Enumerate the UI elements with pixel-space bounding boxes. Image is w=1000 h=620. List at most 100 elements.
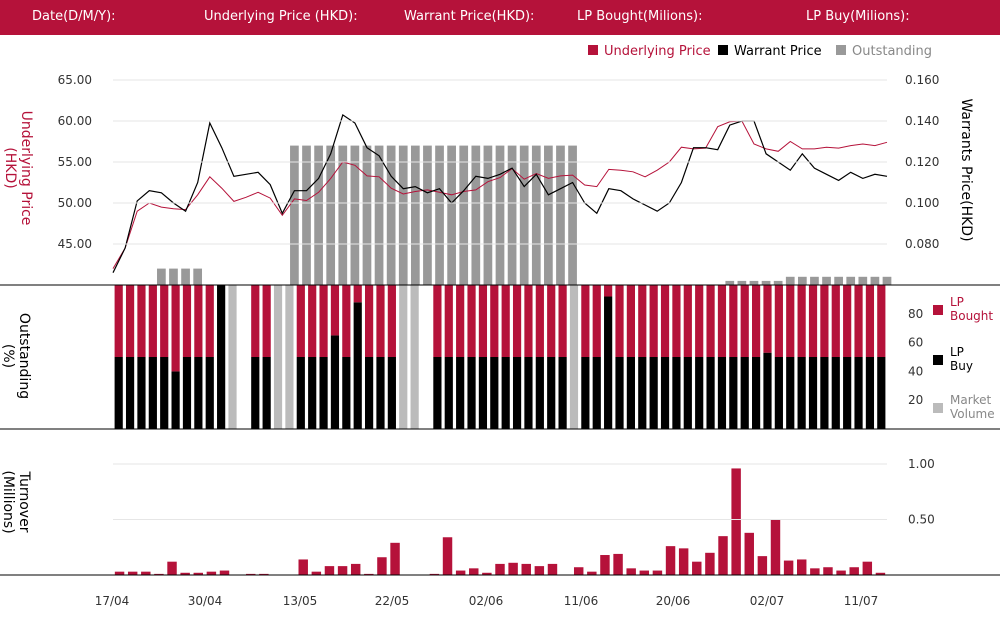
price-panel	[112, 113, 892, 285]
lp-bought-bar	[752, 285, 761, 357]
turnover-bar	[626, 568, 636, 575]
lp-bought-bar	[615, 285, 624, 357]
lp-bought-bar	[820, 285, 829, 357]
outstanding-axis-title: Outstanding(%)	[0, 313, 32, 399]
turnover-bar	[731, 468, 741, 575]
lp-buy-bar	[501, 357, 510, 429]
lp-bought-bar	[365, 285, 374, 357]
turnover-bar	[810, 568, 820, 575]
x-tick-label: 11/07	[844, 594, 879, 608]
underlying-price-field: Underlying Price (HKD):	[204, 9, 358, 24]
turnover-bar	[665, 546, 676, 575]
lp-buy-bar	[717, 357, 727, 429]
lp-bought-bar	[148, 285, 157, 357]
turnover-bar	[482, 572, 492, 575]
turnover-bar	[114, 571, 125, 575]
lp-bought-bar	[262, 285, 271, 357]
lp-bought-bar	[319, 285, 328, 357]
lp-bought-bar	[786, 285, 795, 357]
outstanding-bar	[870, 276, 880, 285]
lp-buy-bar	[558, 357, 567, 429]
lp-bought-bar	[740, 285, 749, 357]
turnover-bar	[639, 570, 650, 575]
legend-swatch	[933, 305, 943, 315]
right-tick-label: 0.120	[905, 155, 939, 169]
lp-buy-bar	[342, 357, 351, 429]
underlying-price-line	[112, 120, 888, 269]
turnover-bar	[744, 532, 754, 575]
legend-swatch	[588, 45, 598, 55]
turnover-bar	[193, 572, 203, 575]
outstanding-bar	[410, 145, 420, 285]
turnover-bar	[350, 563, 361, 575]
lp-bought-bar	[353, 285, 362, 303]
lp-bought-bar	[478, 285, 488, 357]
turnover-bar	[154, 573, 164, 575]
outstanding-bar	[157, 268, 166, 285]
outstanding-bar	[544, 145, 553, 285]
lp-bought-bar	[467, 285, 476, 357]
market-volume-bar	[228, 285, 237, 429]
warrant-price-line	[112, 113, 888, 273]
lp-bought-bar	[296, 285, 305, 357]
turnover-bar	[364, 573, 374, 575]
lp-bought-bar	[114, 285, 123, 357]
outstanding-bar	[447, 145, 456, 285]
lp-buy-bar	[376, 357, 385, 429]
outstanding-bar	[568, 145, 577, 285]
lp-bought-bar	[604, 285, 613, 297]
lp-bought-bar	[512, 285, 522, 357]
turnover-bar	[495, 563, 505, 575]
legend-label: Market Volume	[950, 393, 995, 421]
turnover-bar	[508, 562, 518, 575]
lp-bought-bar	[456, 285, 465, 357]
lp-bought-bar	[535, 285, 544, 357]
lp-buy-bar	[615, 357, 624, 429]
lp-buy-bar	[444, 357, 453, 429]
outstanding-bar	[810, 276, 819, 285]
lp-buy-bar	[308, 357, 317, 429]
lp-bought-bar	[592, 285, 601, 357]
x-tick-label: 30/04	[188, 594, 223, 608]
x-tick-label: 17/04	[95, 594, 130, 608]
lp-buy-bar	[535, 357, 544, 429]
outstanding-bar	[181, 268, 190, 285]
x-tick-label: 02/06	[469, 594, 504, 608]
outstanding-bar	[423, 145, 432, 285]
lp-bought-bar	[330, 285, 340, 336]
lp-bought-bar	[865, 285, 875, 357]
right-tick-label: 0.140	[905, 114, 939, 128]
lp-bought-bar	[205, 285, 214, 357]
legend-label: Underlying Price	[604, 44, 711, 59]
right-tick-label: 0.080	[905, 237, 939, 251]
outstanding-bar	[822, 276, 831, 285]
lp-bought-bar	[683, 285, 692, 357]
lp-buy-bar	[752, 357, 761, 429]
lp-buy-bar	[467, 357, 476, 429]
legend-label: Outstanding	[852, 44, 932, 59]
lp-bought-bar	[558, 285, 567, 357]
left-tick-label: 50.00	[58, 196, 92, 210]
turnover-bar	[246, 573, 256, 575]
lp-bought-bar	[342, 285, 351, 357]
turnover-bar	[849, 567, 859, 575]
warrant-price-field: Warrant Price(HKD):	[404, 9, 535, 24]
outstanding-bar	[531, 145, 541, 285]
percent-tick-label: 80	[908, 307, 923, 321]
lp-buy-bar	[217, 285, 226, 429]
lp-buy-bar	[638, 357, 647, 429]
lp-buy-bar	[626, 357, 635, 429]
lp-bought-bar	[706, 285, 715, 357]
lp-buy-bar	[182, 357, 192, 429]
lp-buy-bar	[865, 357, 875, 429]
legends: Underlying Price Warrant Price Outstanding…	[588, 44, 995, 421]
turnover-bar	[469, 568, 479, 575]
outstanding-bar	[386, 145, 396, 285]
market-volume-bar	[273, 285, 283, 429]
outstanding-bar	[846, 276, 856, 285]
outstanding-bar	[556, 145, 565, 285]
lp-bought-bar	[638, 285, 647, 357]
lp-bought-bar	[376, 285, 385, 357]
outstanding-bar	[302, 145, 311, 285]
